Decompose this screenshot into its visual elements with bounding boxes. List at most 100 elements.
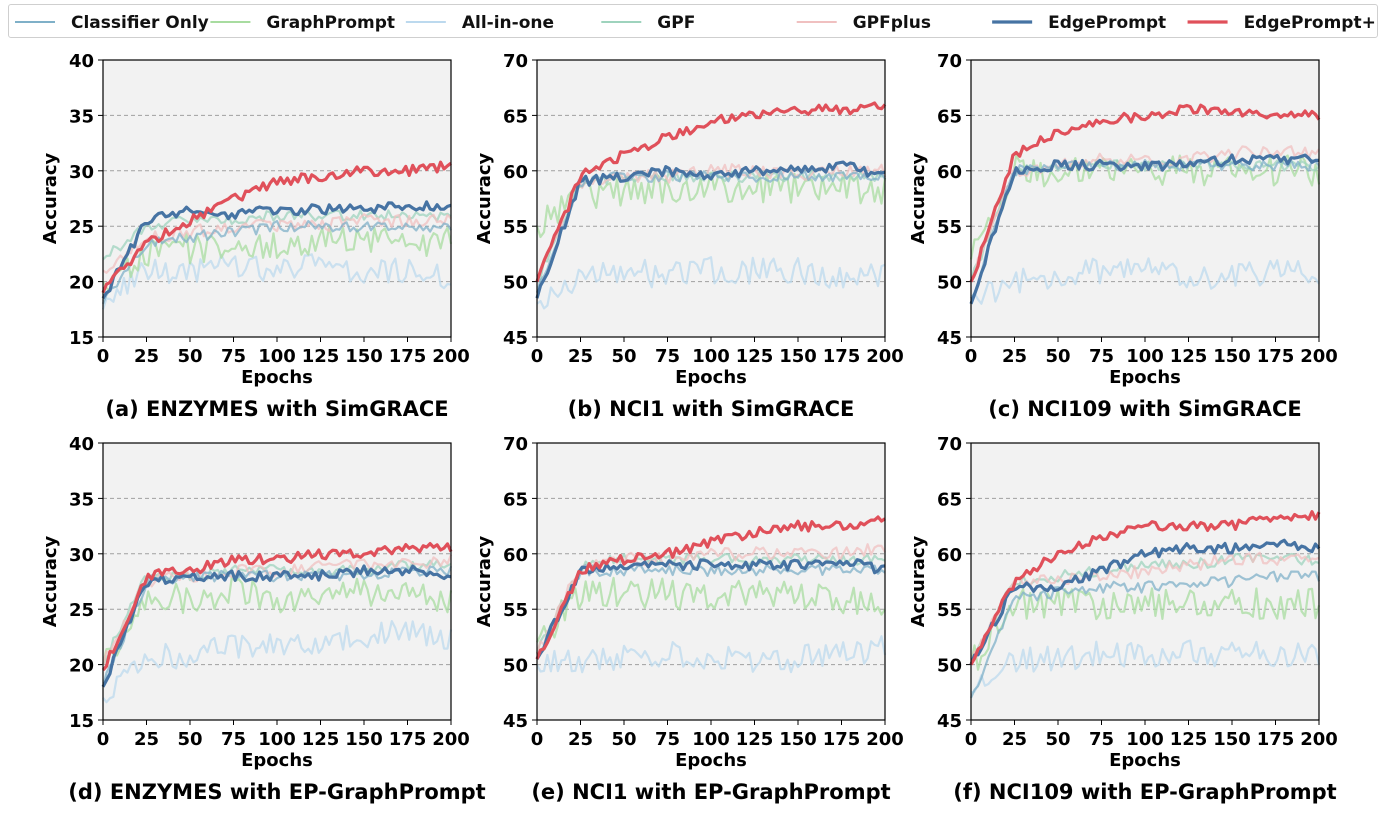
series-line bbox=[102, 209, 452, 261]
chart-title: (c) NCI109 with SimGRACE bbox=[988, 397, 1301, 421]
y-tick-label: 70 bbox=[503, 434, 528, 455]
y-axis-label: Accuracy bbox=[908, 535, 929, 627]
x-tick-label: 50 bbox=[177, 346, 202, 367]
x-tick-label: 25 bbox=[134, 729, 159, 750]
y-tick-label: 65 bbox=[503, 106, 528, 127]
y-tick-label: 65 bbox=[503, 489, 528, 510]
x-tick-label: 150 bbox=[1213, 729, 1251, 750]
plot-frame bbox=[536, 442, 886, 721]
x-tick-label: 75 bbox=[655, 346, 680, 367]
plot-frame bbox=[970, 59, 1320, 338]
series-line bbox=[102, 225, 453, 292]
x-tick-label: 0 bbox=[97, 346, 110, 367]
y-tick-label: 70 bbox=[937, 51, 962, 72]
plot-frame bbox=[536, 59, 886, 338]
y-tick-label: 70 bbox=[937, 434, 962, 455]
x-tick-label: 75 bbox=[1089, 346, 1114, 367]
plot-area bbox=[971, 443, 1319, 720]
y-tick-label: 45 bbox=[937, 328, 962, 349]
y-tick-label: 30 bbox=[69, 545, 94, 566]
legend-entry: GraphPrompt bbox=[210, 13, 395, 33]
y-tick-label: 40 bbox=[69, 51, 94, 72]
y-tick-label: 65 bbox=[937, 106, 962, 127]
y-tick-label: 45 bbox=[503, 711, 528, 732]
y-tick-label: 55 bbox=[937, 217, 962, 238]
chart-title: (f) NCI109 with EP-GraphPrompt bbox=[953, 780, 1336, 804]
legend-entry: EdgePrompt+ bbox=[1187, 13, 1376, 33]
x-tick-label: 175 bbox=[1257, 346, 1295, 367]
legend-entry: GPF bbox=[601, 13, 695, 33]
x-tick-label: 125 bbox=[302, 346, 340, 367]
legend-entry: GPFplus bbox=[796, 13, 931, 33]
series-line bbox=[535, 171, 887, 239]
legend-label: EdgePrompt bbox=[1048, 13, 1166, 33]
series-line bbox=[102, 620, 453, 704]
y-tick-label: 15 bbox=[69, 711, 94, 732]
y-tick-label: 55 bbox=[937, 600, 962, 621]
y-tick-label: 25 bbox=[69, 217, 94, 238]
chart-legend: Classifier Only GraphPrompt All-in-one GPF G… bbox=[8, 4, 1378, 38]
y-tick-label: 25 bbox=[69, 600, 94, 621]
series-line bbox=[969, 587, 1321, 671]
legend-label: GPF bbox=[657, 13, 695, 33]
series-line bbox=[535, 543, 886, 654]
plot-frame bbox=[970, 442, 1320, 721]
x-tick-label: 0 bbox=[531, 729, 544, 750]
plot-frame bbox=[102, 442, 452, 721]
x-tick-label: 50 bbox=[611, 729, 636, 750]
y-axis-label: Accuracy bbox=[474, 152, 495, 244]
plot-frame bbox=[102, 59, 452, 338]
series-line bbox=[969, 103, 1321, 283]
x-tick-label: 25 bbox=[1002, 729, 1027, 750]
x-tick-label: 175 bbox=[823, 729, 861, 750]
series-line bbox=[970, 145, 1320, 283]
plot-area bbox=[537, 443, 885, 720]
x-tick-label: 150 bbox=[345, 729, 383, 750]
x-tick-label: 75 bbox=[221, 729, 246, 750]
x-tick-label: 125 bbox=[1170, 729, 1208, 750]
x-tick-label: 75 bbox=[221, 346, 246, 367]
x-axis-label: Epochs bbox=[675, 750, 747, 771]
x-tick-label: 200 bbox=[1300, 346, 1338, 367]
legend-label: All-in-one bbox=[462, 13, 554, 33]
series-line bbox=[101, 253, 452, 310]
legend-label: GraphPrompt bbox=[266, 13, 395, 33]
x-tick-label: 0 bbox=[965, 729, 978, 750]
x-tick-label: 175 bbox=[389, 346, 427, 367]
legend-label: GPFplus bbox=[853, 13, 931, 33]
x-tick-label: 0 bbox=[531, 346, 544, 367]
x-axis-label: Epochs bbox=[675, 367, 747, 388]
y-tick-label: 60 bbox=[503, 545, 528, 566]
x-tick-label: 200 bbox=[432, 729, 470, 750]
series-line bbox=[535, 160, 886, 299]
y-tick-label: 50 bbox=[503, 273, 528, 294]
series-line bbox=[101, 542, 453, 672]
legend-svg: Classifier Only GraphPrompt All-in-one GPF G… bbox=[15, 13, 1376, 33]
x-tick-label: 175 bbox=[1257, 729, 1295, 750]
x-tick-label: 100 bbox=[692, 729, 730, 750]
x-tick-label: 100 bbox=[258, 346, 296, 367]
y-tick-label: 50 bbox=[937, 656, 962, 677]
x-tick-label: 175 bbox=[823, 346, 861, 367]
legend-entry: Classifier Only bbox=[15, 13, 209, 33]
y-tick-label: 45 bbox=[503, 328, 528, 349]
y-tick-label: 60 bbox=[503, 162, 528, 183]
x-tick-label: 125 bbox=[736, 346, 774, 367]
x-tick-label: 75 bbox=[1089, 729, 1114, 750]
y-tick-label: 30 bbox=[69, 162, 94, 183]
y-axis-label: Accuracy bbox=[40, 152, 61, 244]
series-line bbox=[969, 538, 1321, 666]
x-tick-label: 200 bbox=[866, 346, 904, 367]
x-tick-label: 50 bbox=[177, 729, 202, 750]
x-axis-label: Epochs bbox=[1109, 750, 1181, 771]
x-tick-label: 150 bbox=[1213, 346, 1251, 367]
x-tick-label: 75 bbox=[655, 729, 680, 750]
x-tick-label: 175 bbox=[389, 729, 427, 750]
x-tick-label: 50 bbox=[611, 346, 636, 367]
x-tick-label: 100 bbox=[1126, 346, 1164, 367]
series-line bbox=[969, 510, 1321, 666]
x-tick-label: 25 bbox=[568, 729, 593, 750]
